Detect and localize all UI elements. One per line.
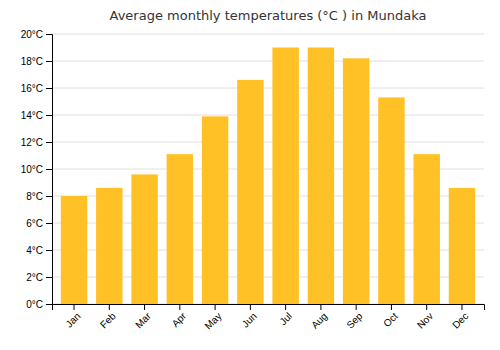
x-tick-label: Jun bbox=[240, 310, 259, 329]
bar bbox=[61, 196, 87, 304]
title: Average monthly temperatures (°C ) in Mu… bbox=[110, 8, 427, 23]
x-tick-label: May bbox=[202, 310, 223, 331]
y-axis: 0°C 2°C 4°C 6°C 8°C 10°C 12°C 14°C 16°C 18°C 20°C bbox=[21, 29, 53, 310]
x-axis: Jan Feb Mar Apr May Jun Jul Aug Sep Oct Nov Dec bbox=[53, 304, 485, 332]
x-tick: May bbox=[202, 304, 223, 332]
y-tick-label: 20°C bbox=[21, 29, 43, 40]
bar bbox=[272, 48, 298, 305]
x-tick-mark bbox=[109, 304, 110, 310]
bar bbox=[237, 80, 263, 304]
y-tick-label: 6°C bbox=[26, 218, 43, 229]
x-tick: Jul bbox=[277, 304, 294, 327]
y-tick: 14°C bbox=[21, 110, 52, 121]
x-tick-label: Feb bbox=[98, 310, 118, 330]
x-tick-label: Dec bbox=[450, 310, 470, 330]
x-tick: Oct bbox=[381, 304, 400, 329]
y-tick-mark bbox=[46, 34, 52, 35]
y-tick-label: 14°C bbox=[21, 110, 43, 121]
y-tick-label: 4°C bbox=[26, 245, 43, 256]
x-tick-label: Jul bbox=[277, 310, 294, 327]
bar bbox=[378, 97, 404, 304]
x-tick-label: Aug bbox=[309, 310, 329, 330]
bar bbox=[343, 58, 369, 304]
y-tick: 18°C bbox=[21, 56, 52, 67]
x-tick-mark bbox=[426, 304, 427, 310]
x-tick: Nov bbox=[415, 304, 435, 331]
x-tick-label: Oct bbox=[381, 310, 400, 329]
y-tick-mark bbox=[46, 196, 52, 197]
y-tick: 8°C bbox=[26, 191, 52, 202]
y-axis-line bbox=[46, 35, 53, 305]
y-tick: 4°C bbox=[26, 245, 52, 256]
bar bbox=[202, 116, 228, 304]
x-tick-label: Apr bbox=[170, 310, 189, 329]
y-tick-mark bbox=[46, 223, 52, 224]
grid-line bbox=[52, 115, 484, 116]
plot: Jan Feb Mar Apr May Jun Jul Aug Sep Oct Nov Dec 0°C 2… bbox=[21, 29, 485, 332]
grid-line bbox=[52, 142, 484, 143]
x-tick: Feb bbox=[98, 304, 118, 330]
x-tick-mark bbox=[391, 304, 392, 310]
chart: Average monthly temperatures (°C ) in Mu… bbox=[0, 0, 500, 350]
x-tick: Jun bbox=[240, 304, 259, 330]
grid-line bbox=[52, 61, 484, 62]
y-tick-label: 12°C bbox=[21, 137, 43, 148]
y-tick: 16°C bbox=[21, 83, 52, 94]
y-tick: 2°C bbox=[26, 272, 52, 283]
x-tick-mark bbox=[179, 304, 180, 310]
x-tick-mark bbox=[250, 304, 251, 310]
x-tick: Apr bbox=[170, 304, 189, 329]
y-tick-mark bbox=[46, 304, 52, 305]
x-tick: Jan bbox=[63, 304, 82, 330]
bar bbox=[131, 174, 157, 304]
bar bbox=[449, 188, 475, 304]
grid bbox=[52, 34, 484, 304]
y-tick: 12°C bbox=[21, 137, 52, 148]
y-tick-mark bbox=[46, 142, 52, 143]
y-tick-label: 8°C bbox=[26, 191, 43, 202]
x-tick: Mar bbox=[133, 304, 153, 330]
x-tick-mark bbox=[320, 304, 321, 310]
y-tick: 0°C bbox=[26, 299, 52, 310]
y-tick-mark bbox=[46, 277, 52, 278]
x-tick-mark bbox=[356, 304, 357, 310]
bar bbox=[96, 188, 122, 304]
y-tick-mark bbox=[46, 88, 52, 89]
bars bbox=[61, 48, 475, 305]
x-tick-label: Mar bbox=[133, 310, 153, 330]
x-tick-label: Jan bbox=[63, 310, 82, 329]
y-tick-label: 2°C bbox=[26, 272, 43, 283]
y-tick: 6°C bbox=[26, 218, 52, 229]
x-tick-mark bbox=[144, 304, 145, 310]
x-tick-mark bbox=[74, 304, 75, 310]
x-tick-mark bbox=[461, 304, 462, 310]
y-tick-label: 16°C bbox=[21, 83, 43, 94]
x-tick-mark bbox=[215, 304, 216, 310]
x-tick-mark bbox=[285, 304, 286, 310]
y-tick: 20°C bbox=[21, 29, 52, 40]
y-tick-mark bbox=[46, 250, 52, 251]
x-tick: Sep bbox=[344, 304, 365, 331]
x-tick-label: Nov bbox=[415, 310, 435, 330]
y-tick-label: 18°C bbox=[21, 56, 43, 67]
y-tick-mark bbox=[46, 169, 52, 170]
x-axis-line bbox=[53, 305, 485, 311]
y-tick-label: 0°C bbox=[26, 299, 43, 310]
x-tick-label: Sep bbox=[344, 310, 365, 331]
y-tick: 10°C bbox=[21, 164, 52, 175]
grid-line bbox=[52, 88, 484, 89]
x-tick: Aug bbox=[309, 304, 329, 331]
bar bbox=[413, 154, 439, 304]
y-tick-label: 10°C bbox=[21, 164, 43, 175]
bar bbox=[167, 154, 193, 304]
x-tick: Dec bbox=[450, 304, 470, 331]
grid-line bbox=[52, 34, 484, 35]
y-tick-mark bbox=[46, 115, 52, 116]
bar bbox=[308, 48, 334, 305]
y-tick-mark bbox=[46, 61, 52, 62]
